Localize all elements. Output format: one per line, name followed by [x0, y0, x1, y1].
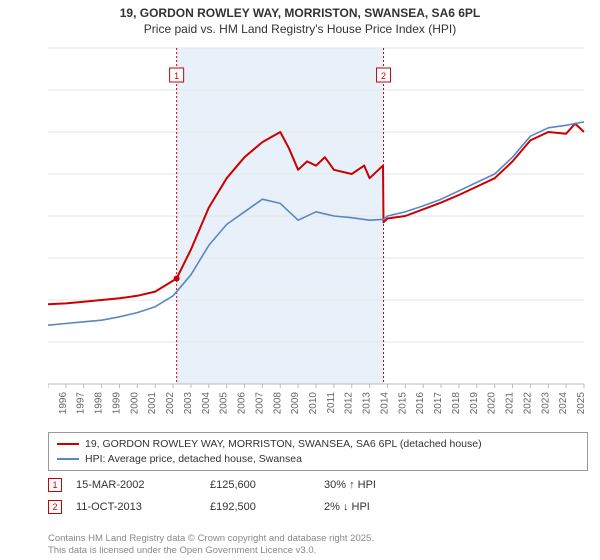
svg-text:1996: 1996: [58, 392, 69, 415]
legend-row: HPI: Average price, detached house, Swan…: [57, 452, 579, 467]
svg-text:2020: 2020: [487, 392, 498, 415]
title-block: 19, GORDON ROWLEY WAY, MORRISTON, SWANSE…: [0, 0, 600, 37]
sales-table: 1 15-MAR-2002 £125,600 30% ↑ HPI 2 11-OC…: [48, 474, 588, 518]
sale-date: 11-OCT-2013: [76, 501, 196, 513]
sale-date: 15-MAR-2002: [76, 479, 196, 491]
svg-text:2011: 2011: [326, 392, 337, 414]
svg-text:2008: 2008: [272, 392, 283, 415]
legend-label-hpi: HPI: Average price, detached house, Swan…: [85, 452, 302, 467]
legend-row: 19, GORDON ROWLEY WAY, MORRISTON, SWANSE…: [57, 437, 579, 452]
sale-price: £192,500: [210, 501, 310, 513]
svg-text:2017: 2017: [433, 392, 444, 415]
svg-text:1: 1: [174, 71, 179, 81]
svg-text:2006: 2006: [237, 392, 248, 415]
svg-text:2001: 2001: [147, 392, 158, 415]
chart-container: 19, GORDON ROWLEY WAY, MORRISTON, SWANSE…: [0, 0, 600, 560]
svg-text:2000: 2000: [129, 392, 140, 415]
svg-text:2013: 2013: [362, 392, 373, 415]
svg-text:2021: 2021: [505, 392, 516, 415]
svg-text:2022: 2022: [522, 392, 533, 415]
svg-text:1998: 1998: [94, 392, 105, 415]
legend-box: 19, GORDON ROWLEY WAY, MORRISTON, SWANSE…: [48, 432, 588, 471]
footer-line2: This data is licensed under the Open Gov…: [48, 545, 374, 556]
sale-delta: 30% ↑ HPI: [324, 479, 444, 491]
title-line1: 19, GORDON ROWLEY WAY, MORRISTON, SWANSE…: [0, 6, 600, 22]
legend-swatch-price: [57, 443, 79, 445]
footer-attribution: Contains HM Land Registry data © Crown c…: [48, 533, 374, 556]
sale-price: £125,600: [210, 479, 310, 491]
svg-text:2: 2: [381, 71, 386, 81]
svg-text:2018: 2018: [451, 392, 462, 415]
title-line2: Price paid vs. HM Land Registry's House …: [0, 22, 600, 38]
svg-text:2012: 2012: [344, 392, 355, 415]
legend-label-price: 19, GORDON ROWLEY WAY, MORRISTON, SWANSE…: [85, 437, 482, 452]
svg-text:2003: 2003: [183, 392, 194, 415]
footer-line1: Contains HM Land Registry data © Crown c…: [48, 533, 374, 544]
svg-text:2025: 2025: [576, 392, 587, 415]
svg-text:2007: 2007: [254, 392, 265, 415]
sale-row: 1 15-MAR-2002 £125,600 30% ↑ HPI: [48, 474, 588, 496]
svg-text:1997: 1997: [76, 392, 87, 415]
sale-delta: 2% ↓ HPI: [324, 501, 444, 513]
legend-swatch-hpi: [57, 458, 79, 460]
svg-text:2019: 2019: [469, 392, 480, 415]
svg-text:2010: 2010: [308, 392, 319, 415]
svg-text:2002: 2002: [165, 392, 176, 415]
sale-marker-icon: 2: [48, 500, 62, 514]
svg-text:1995: 1995: [48, 392, 51, 415]
svg-text:2023: 2023: [540, 392, 551, 415]
sale-marker-icon: 1: [48, 478, 62, 492]
svg-text:2015: 2015: [397, 392, 408, 415]
svg-text:2004: 2004: [201, 392, 212, 415]
svg-text:1999: 1999: [111, 392, 122, 415]
svg-text:2009: 2009: [290, 392, 301, 415]
chart-svg: £0£50K£100K£150K£200K£250K£300K£350K£400…: [48, 44, 588, 424]
sale-row: 2 11-OCT-2013 £192,500 2% ↓ HPI: [48, 496, 588, 518]
svg-text:2014: 2014: [379, 392, 390, 415]
svg-text:2024: 2024: [558, 392, 569, 415]
svg-text:2005: 2005: [219, 392, 230, 415]
svg-text:2016: 2016: [415, 392, 426, 415]
